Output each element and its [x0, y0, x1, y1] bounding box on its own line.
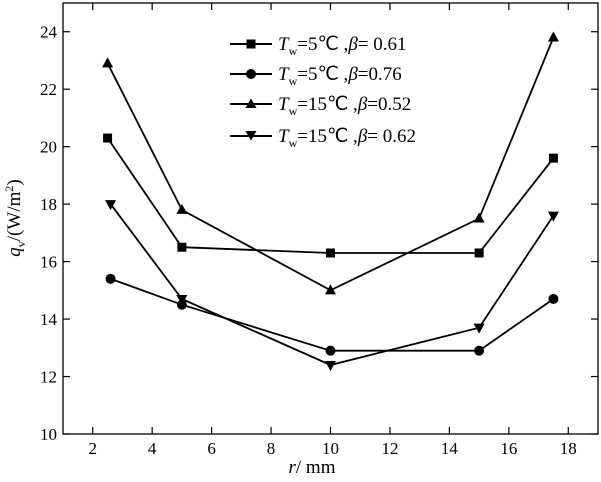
series-3 — [102, 31, 559, 295]
data-point-triangle-up — [325, 284, 336, 295]
legend-marker-triangle-up — [245, 98, 257, 108]
data-point-square — [548, 153, 558, 163]
y-tick-label: 14 — [40, 310, 58, 329]
data-point-triangle-down — [105, 200, 117, 211]
y-tick-label: 18 — [40, 195, 57, 214]
legend-item: Tw=5℃ ,β= 0.61 — [230, 34, 407, 58]
legend-marker-square — [246, 39, 256, 49]
series-line — [109, 203, 555, 366]
x-axis-unit: / mm — [296, 457, 336, 478]
x-tick-label: 10 — [322, 439, 339, 458]
x-tick-label: 14 — [441, 439, 459, 458]
data-point-triangle-down — [325, 361, 336, 372]
y-axis-sup: 2 — [2, 186, 16, 192]
legend-marker-circle — [246, 69, 256, 79]
y-axis-title: qv/(W/m2) — [2, 179, 28, 256]
y-tick-label: 16 — [40, 253, 57, 272]
data-point-circle — [548, 293, 559, 304]
y-axis-close: ) — [4, 179, 25, 185]
data-point-circle — [474, 345, 485, 356]
y-tick-label: 20 — [40, 138, 57, 157]
x-tick-label: 4 — [148, 439, 157, 458]
y-axis-var: q — [4, 247, 25, 257]
x-tick-label: 2 — [88, 439, 97, 458]
series-1 — [103, 133, 558, 258]
legend-item: Tw=5℃ ,β=0.76 — [230, 64, 402, 88]
y-axis-sub: v — [14, 241, 28, 247]
data-point-square — [177, 242, 187, 252]
x-tick-label: 18 — [560, 439, 577, 458]
legend-label: Tw=5℃ ,β=0.76 — [278, 64, 402, 88]
data-point-triangle-down — [473, 323, 485, 334]
x-axis-var: r — [289, 457, 297, 478]
y-tick-label: 10 — [40, 425, 57, 444]
legend-label: Tw=15℃ ,β= 0.62 — [278, 126, 416, 150]
data-point-triangle-up — [176, 203, 188, 214]
y-tick-label: 22 — [40, 80, 57, 99]
legend-item: Tw=15℃ ,β=0.52 — [230, 94, 411, 118]
data-point-square — [326, 248, 335, 258]
data-point-triangle-up — [102, 57, 114, 68]
series-4 — [105, 200, 559, 372]
data-point-square — [103, 133, 113, 143]
x-tick-label: 6 — [207, 439, 216, 458]
y-tick-label: 12 — [40, 368, 57, 387]
data-point-circle — [325, 345, 336, 356]
x-tick-label: 12 — [381, 439, 398, 458]
legend-item: Tw=15℃ ,β= 0.62 — [230, 126, 416, 150]
x-tick-label: 8 — [267, 439, 276, 458]
data-point-circle — [105, 273, 116, 284]
y-axis-unit: /(W/m — [4, 191, 25, 241]
axis-ticks — [63, 3, 598, 435]
x-tick-label: 16 — [500, 439, 517, 458]
legend-marker-triangle-down — [245, 131, 257, 141]
data-point-triangle-up — [473, 212, 485, 223]
series-2 — [105, 273, 559, 356]
data-point-square — [474, 248, 484, 258]
legend-label: Tw=5℃ ,β= 0.61 — [278, 34, 407, 58]
legend-label: Tw=15℃ ,β=0.52 — [278, 94, 411, 118]
data-point-triangle-down — [547, 211, 559, 222]
data-point-triangle-down — [176, 294, 188, 305]
y-tick-label: 24 — [40, 23, 58, 42]
legend: Tw=5℃ ,β= 0.61 Tw=5℃ ,β=0.76 Tw=15℃ ,β=0… — [230, 34, 416, 150]
data-point-triangle-up — [547, 31, 559, 42]
x-axis-title: r/ mm — [289, 457, 336, 478]
series-layer — [102, 31, 559, 372]
